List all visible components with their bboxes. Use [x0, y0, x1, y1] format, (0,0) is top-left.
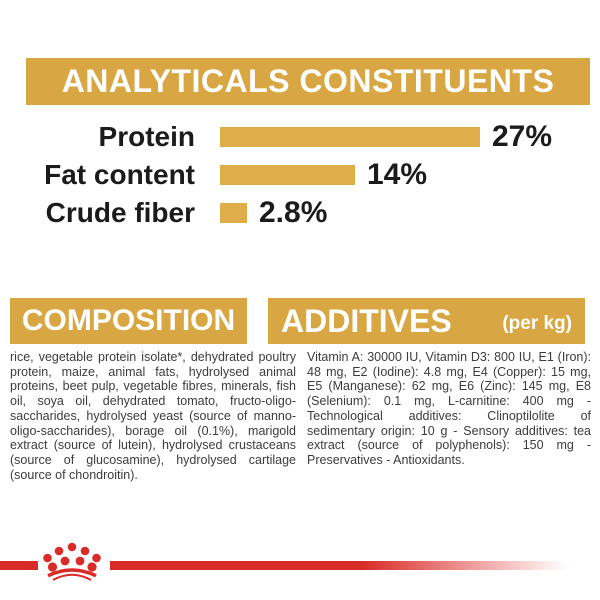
chart-row: Crude fiber 2.8%	[0, 194, 600, 232]
chart-category-label: Crude fiber	[45, 197, 195, 228]
additives-title-suffix: (per kg)	[502, 313, 572, 334]
analyticals-header: ANALYTICALS CONSTITUENTS	[26, 58, 590, 105]
composition-title: COMPOSITION	[21, 304, 236, 337]
logo-right-bar	[110, 561, 567, 570]
additives-title: ADDITIVES	[281, 302, 452, 339]
chart-value-label: 14%	[367, 158, 428, 191]
chart-bar	[220, 203, 247, 223]
chart-category-label: Protein	[98, 121, 195, 152]
composition-header: COMPOSITION	[10, 298, 247, 344]
chart-row: Protein 27%	[0, 118, 600, 156]
chart-bar	[220, 165, 355, 185]
analytical-constituents-chart: Protein 27% Fat content 14% Crude fiber 2.8%	[0, 118, 600, 232]
chart-value-label: 27%	[492, 120, 553, 153]
chart-row: Fat content 14%	[0, 156, 600, 194]
logo-left-bar	[0, 561, 38, 570]
crown-icon	[43, 542, 101, 581]
additives-header: ADDITIVES (per kg)	[268, 298, 585, 344]
chart-bar	[220, 127, 480, 147]
chart-value-label: 2.8%	[259, 196, 328, 229]
additives-text: Vitamin A: 30000 IU, Vitamin D3: 800 IU,…	[307, 350, 591, 467]
analyticals-title: ANALYTICALS CONSTITUENTS	[61, 63, 555, 99]
chart-category-label: Fat content	[44, 159, 195, 190]
composition-text: rice, vegetable protein isolate*, dehydr…	[10, 350, 296, 482]
